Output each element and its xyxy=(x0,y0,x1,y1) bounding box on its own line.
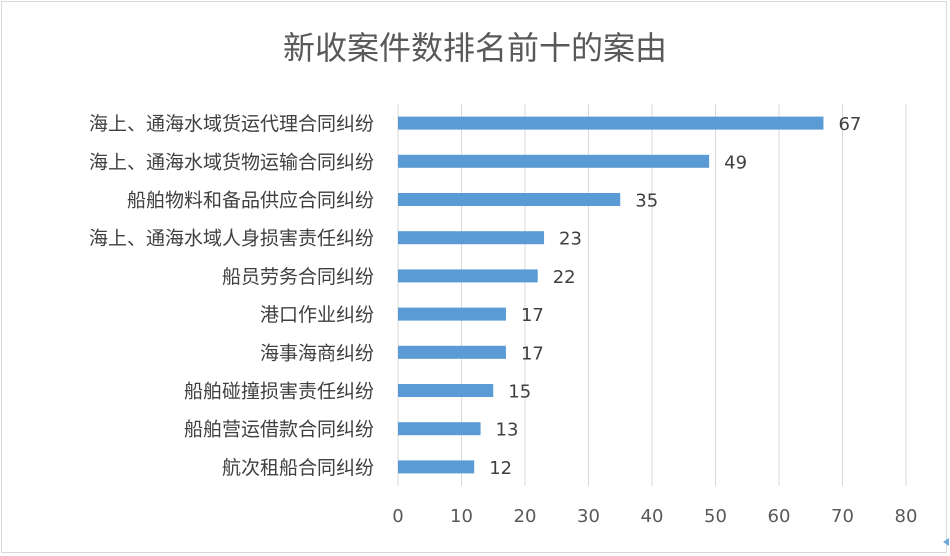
data-label: 13 xyxy=(496,420,519,441)
bar[interactable] xyxy=(398,422,481,436)
category-label: 船舶物料和备品供应合同纠纷 xyxy=(127,190,374,212)
bar[interactable] xyxy=(398,116,824,130)
x-tick-label: 60 xyxy=(768,506,791,527)
bar[interactable] xyxy=(398,460,475,474)
category-label: 船员劳务合同纠纷 xyxy=(222,266,374,288)
bar[interactable] xyxy=(398,231,545,245)
x-tick-label: 0 xyxy=(392,506,403,527)
bar[interactable] xyxy=(398,384,494,397)
data-label: 22 xyxy=(553,267,576,288)
data-label: 35 xyxy=(635,191,658,212)
x-tick-label: 30 xyxy=(577,506,600,527)
category-label: 船舶营运借款合同纠纷 xyxy=(184,419,374,441)
bar[interactable] xyxy=(398,345,506,359)
bar[interactable] xyxy=(398,193,621,206)
x-tick-label: 70 xyxy=(831,506,854,527)
x-tick-label: 50 xyxy=(704,506,727,527)
bar[interactable] xyxy=(398,154,710,168)
category-label: 船舶碰撞损害责任纠纷 xyxy=(184,381,374,403)
x-tick-label: 40 xyxy=(641,506,664,527)
x-tick-label: 10 xyxy=(450,506,473,527)
data-label: 49 xyxy=(724,152,747,173)
resize-handle-icon[interactable] xyxy=(943,538,949,546)
category-labels: 海上、通海水域货运代理合同纠纷海上、通海水域货物运输合同纠纷船舶物料和备品供应合… xyxy=(89,113,374,479)
chart-title: 新收案件数排名前十的案由 xyxy=(283,29,667,67)
category-label: 海上、通海水域货运代理合同纠纷 xyxy=(89,113,374,135)
category-label: 海上、通海水域人身损害责任纠纷 xyxy=(89,228,374,250)
data-label: 17 xyxy=(521,305,544,326)
x-tick-label: 20 xyxy=(514,506,537,527)
category-label: 港口作业纠纷 xyxy=(260,304,374,326)
bars xyxy=(398,116,824,474)
bar[interactable] xyxy=(398,269,538,283)
bar[interactable] xyxy=(398,307,506,321)
data-label: 23 xyxy=(559,229,582,250)
data-label: 12 xyxy=(489,458,512,479)
data-labels: 67 49 35 23 22 17 17 15 13 12 xyxy=(489,114,861,479)
data-label: 15 xyxy=(508,382,531,403)
data-label: 67 xyxy=(838,114,861,135)
x-tick-labels: 0 10 20 30 40 50 60 70 80 xyxy=(392,506,917,527)
data-label: 17 xyxy=(521,343,544,364)
category-label: 航次租船合同纠纷 xyxy=(222,457,374,479)
x-tick-label: 80 xyxy=(895,506,918,527)
category-label: 海上、通海水域货物运输合同纠纷 xyxy=(89,151,374,173)
category-label: 海事海商纠纷 xyxy=(260,342,374,364)
